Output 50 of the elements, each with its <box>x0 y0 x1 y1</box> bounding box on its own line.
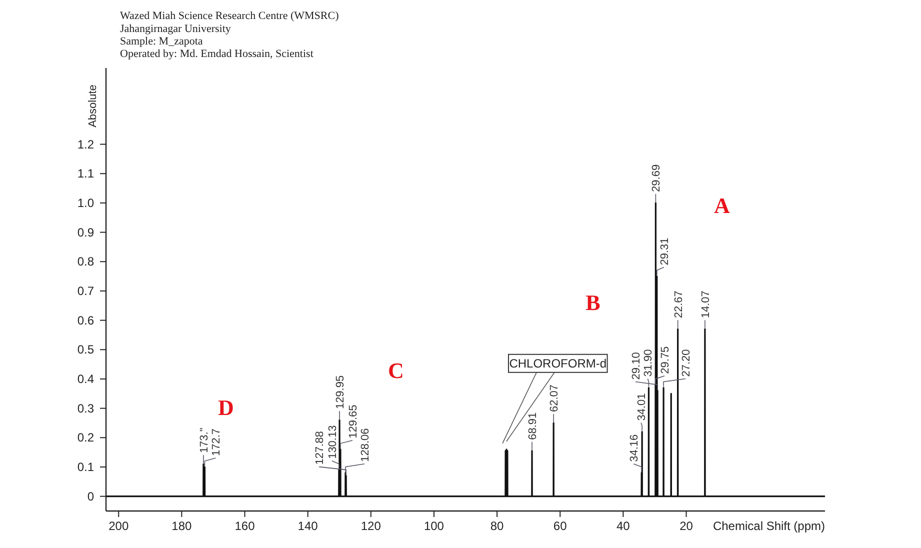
x-tick-label: 200 <box>108 519 129 533</box>
y-axis-title: Absolute <box>87 84 99 128</box>
annotation: 29.69 <box>650 164 663 192</box>
x-tick-label: 140 <box>298 519 318 533</box>
annotation: CHLOROFORM-d <box>509 356 607 370</box>
x-tick-label: 20 <box>680 519 694 533</box>
annotation: 127.88 <box>314 431 326 465</box>
annotation: 29.31 <box>658 238 671 266</box>
annotation: 29.10 <box>630 352 643 380</box>
annotation: C <box>388 358 404 384</box>
y-tick-label: 0 <box>87 489 94 504</box>
annotation: D <box>218 395 234 420</box>
annotation: 129.65 <box>347 404 360 438</box>
x-tick-label: 40 <box>616 519 630 533</box>
annotation: 27.20 <box>680 349 693 377</box>
annotation: 29.75 <box>660 346 672 374</box>
annotation: 22.67 <box>672 290 685 318</box>
y-tick-label: 0.8 <box>77 254 94 269</box>
y-tick-label: 0.1 <box>77 460 94 474</box>
y-tick-label: 1.1 <box>77 166 94 181</box>
annotation: 172.7 <box>210 428 223 456</box>
annotation: 34.01 <box>636 393 648 421</box>
y-tick-label: 0.4 <box>77 372 94 386</box>
y-tick-label: 0.9 <box>77 225 94 240</box>
annotation: 31.90 <box>642 349 655 377</box>
annotation: 62.07 <box>548 384 561 412</box>
x-tick-label: 120 <box>360 519 382 533</box>
y-tick-label: 0.3 <box>77 401 94 416</box>
x-tick-label: 180 <box>172 519 192 533</box>
annotation: 129.95 <box>334 375 347 410</box>
y-tick-label: 1.2 <box>77 137 94 152</box>
annotation: A <box>714 193 730 218</box>
annotation: 128.06 <box>359 428 372 462</box>
chart-title: Wazed Miah Science Research Centre (WMSRC) <box>120 10 340 22</box>
chart-subtitle: Jahangirnagar University Sample: M_zapota Operated by: Md. Emdad Hossain, Scientist <box>120 23 314 60</box>
x-tick-label: 160 <box>234 519 256 533</box>
annotation: B <box>586 290 601 316</box>
y-tick-label: 0.2 <box>77 430 94 445</box>
annotation: 14.07 <box>700 290 712 318</box>
annotation: 130.13 <box>326 425 339 459</box>
y-tick-label: 1.0 <box>77 196 94 210</box>
y-tick-label: 0.6 <box>77 313 94 328</box>
x-axis-title: Chemical Shift (ppm) <box>712 519 826 533</box>
y-tick-label: 0.5 <box>77 342 94 357</box>
x-tick-label: 80 <box>490 519 504 533</box>
annotation: 173." <box>198 428 210 454</box>
y-tick-label: 0.7 <box>77 284 94 298</box>
x-tick-label: 60 <box>553 519 568 533</box>
x-tick-label: 100 <box>424 519 444 533</box>
annotation: 34.16 <box>628 434 641 462</box>
